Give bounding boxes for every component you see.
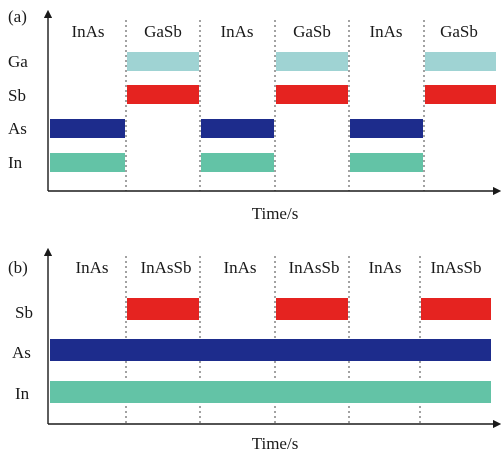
panel-a-segment-label: InAs [220, 22, 253, 41]
panel-a-bar-as [350, 119, 423, 138]
panel-a-segment-labels: InAs GaSb InAs GaSb InAs GaSb [71, 22, 477, 41]
panel-b-segment-label: InAs [75, 258, 108, 277]
panel-a-label: (a) [8, 7, 27, 26]
panel-a-bar-in [201, 153, 274, 172]
panel-a-segment-label: InAs [369, 22, 402, 41]
panel-a-row-label-in: In [8, 153, 23, 172]
panel-b-segment-label: InAs [223, 258, 256, 277]
panel-b-axes [43, 247, 501, 429]
panel-a-row-label-as: As [8, 119, 27, 138]
panel-a-bar-sb [127, 85, 199, 104]
panel-a-segment-label: GaSb [144, 22, 182, 41]
panel-a-bar-sb [276, 85, 348, 104]
panel-b: (b) InAs InAsSb InAs InAsSb InAs InAsSb … [8, 247, 501, 453]
panel-a-bar-ga [276, 52, 348, 71]
panel-a-axes [43, 9, 501, 196]
panel-b-segment-labels: InAs InAsSb InAs InAsSb InAs InAsSb [75, 258, 481, 277]
panel-a-dividers [125, 20, 425, 191]
panel-b-bar-sb [276, 298, 348, 320]
panel-b-bars [50, 298, 491, 403]
panel-a-row-label-sb: Sb [8, 86, 26, 105]
panel-b-segment-label: InAsSb [430, 258, 481, 277]
panel-a-bar-as [201, 119, 274, 138]
panel-b-row-label-sb: Sb [15, 303, 33, 322]
panel-a-bar-in [50, 153, 125, 172]
panel-b-bar-sb [127, 298, 199, 320]
panel-a-bar-ga [127, 52, 199, 71]
panel-b-row-label-in: In [15, 384, 30, 403]
panel-a: (a) InAs GaSb InAs GaSb InAs GaSb Ga Sb … [8, 7, 501, 223]
panel-a-segment-label: GaSb [293, 22, 331, 41]
panel-b-bar-as [50, 339, 491, 361]
panel-a-x-axis-label: Time/s [252, 204, 299, 223]
panel-b-bar-sb [421, 298, 491, 320]
panel-b-x-axis-label: Time/s [252, 434, 299, 453]
panel-b-segment-label: InAsSb [140, 258, 191, 277]
panel-a-bar-as [50, 119, 125, 138]
panel-b-segment-label: InAsSb [288, 258, 339, 277]
panel-a-bar-ga [425, 52, 496, 71]
panel-a-segment-label: InAs [71, 22, 104, 41]
panel-a-bar-in [350, 153, 423, 172]
panel-b-label: (b) [8, 258, 28, 277]
panel-b-bar-in [50, 381, 491, 403]
panel-a-segment-label: GaSb [440, 22, 478, 41]
panel-b-segment-label: InAs [368, 258, 401, 277]
panel-a-row-labels: Ga Sb As In [8, 52, 28, 172]
panel-a-bars [50, 52, 496, 172]
panel-a-bar-sb [425, 85, 496, 104]
panel-b-row-labels: Sb As In [12, 303, 33, 403]
panel-a-row-label-ga: Ga [8, 52, 28, 71]
panel-b-row-label-as: As [12, 343, 31, 362]
